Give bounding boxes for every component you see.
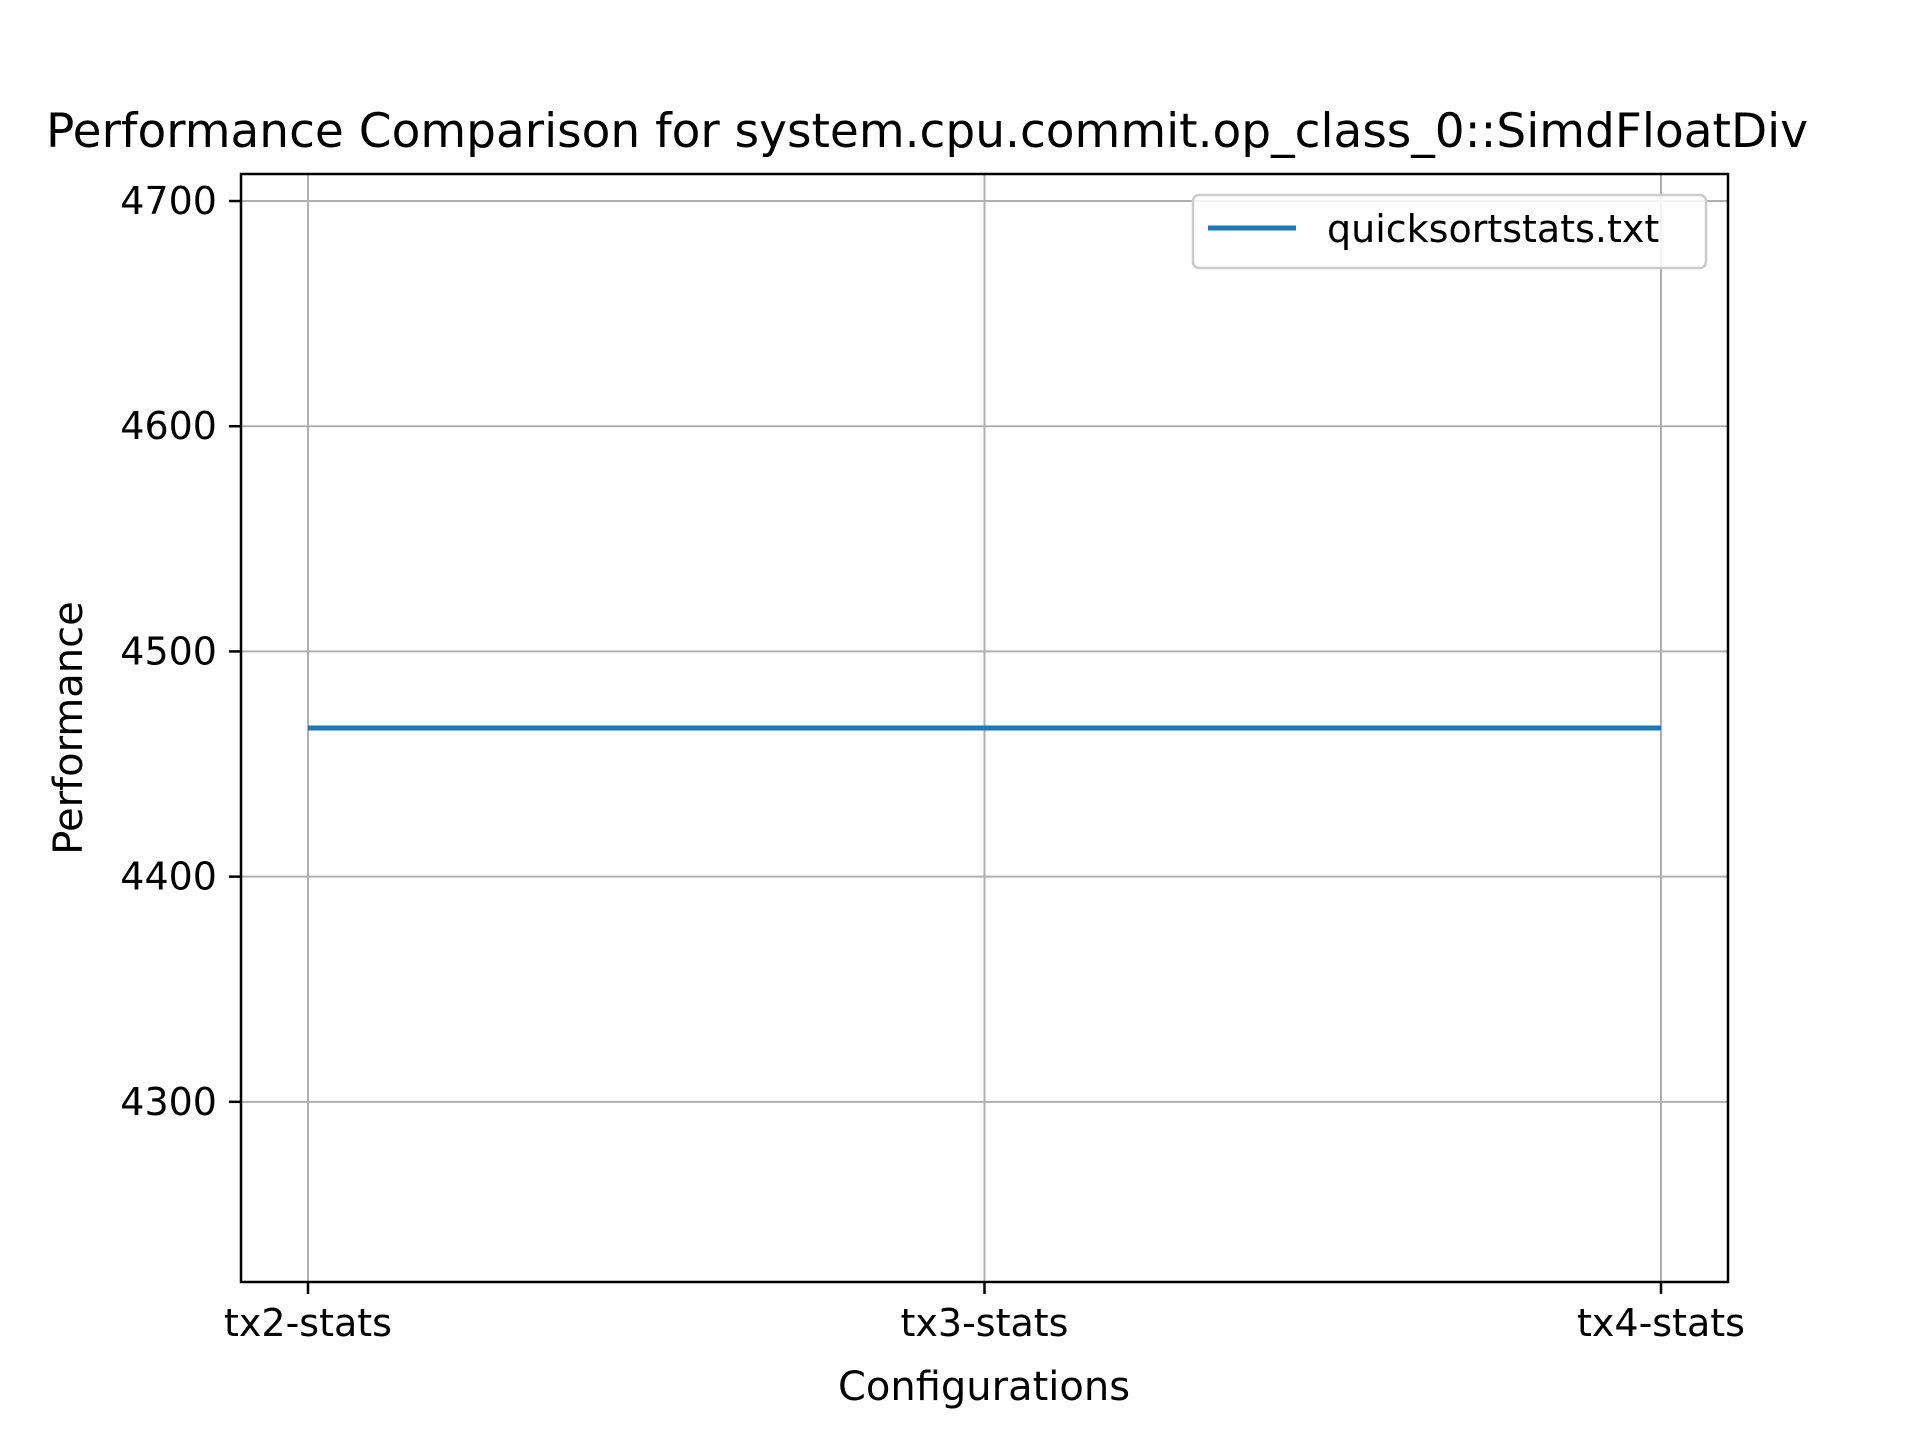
y-tick-label: 4500 — [120, 629, 217, 673]
legend-label-quicksortstats: quicksortstats.txt — [1327, 207, 1659, 251]
x-tick-label: tx2-stats — [224, 1301, 392, 1345]
legend-box — [1191, 193, 1708, 270]
y-axis-label: Performance — [46, 601, 92, 854]
y-tick-label: 4300 — [120, 1080, 217, 1124]
legend: quicksortstats.txt — [1191, 193, 1708, 270]
chart-title: Performance Comparison for system.cpu.co… — [46, 104, 1808, 159]
x-axis-label: Configurations — [838, 1364, 1130, 1410]
x-tick-label: tx3-stats — [901, 1301, 1069, 1345]
ticks-layer: tx2-stats tx3-stats tx4-stats 4300 4400 4500 4… — [120, 179, 1745, 1345]
x-tick-label: tx4-stats — [1577, 1301, 1745, 1345]
y-tick-label: 4700 — [120, 179, 217, 223]
y-tick-label: 4400 — [120, 855, 217, 899]
y-tick-label: 4600 — [120, 404, 217, 448]
